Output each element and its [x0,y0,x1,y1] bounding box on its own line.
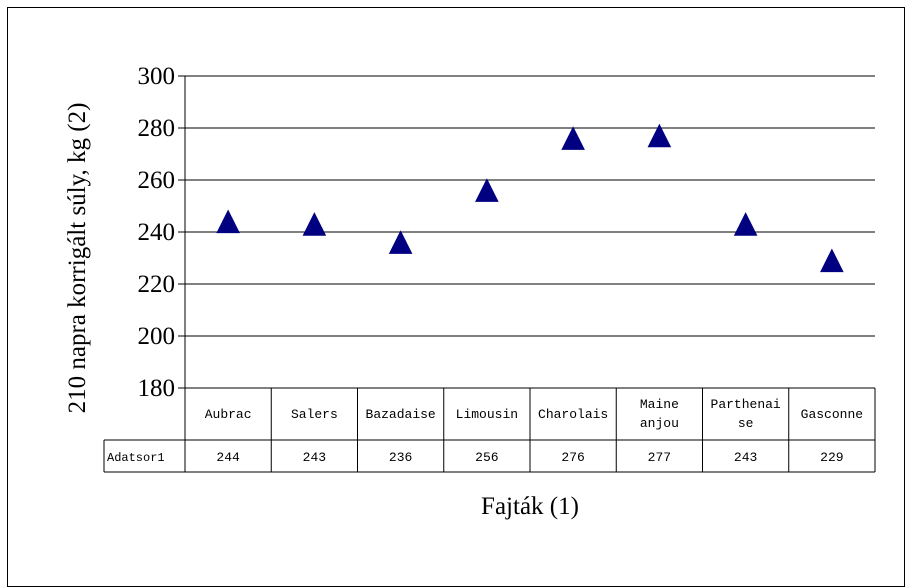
data-point-marker [733,212,758,236]
y-axis-label: 210 napra korrigált súly, kg (2) [64,103,91,414]
y-tick-label: 220 [138,271,176,298]
data-table: Aubrac Salers Bazadaise Limousin Charolais Ma… [103,388,876,473]
table-value: 243 [303,450,326,465]
table-value: 243 [734,450,757,465]
y-tick-label: 240 [138,219,176,246]
table-value: 244 [216,450,240,465]
data-point-marker [820,248,844,273]
table-value: 229 [820,450,843,465]
series-name-label: Adatsor1 [107,451,165,465]
y-tick-label: 200 [138,323,176,350]
x-axis-label: Fajták (1) [481,493,579,520]
data-point-marker [302,212,327,236]
y-tick-label: 180 [138,375,176,402]
data-point-marker [216,209,240,234]
category-label: Maine anjou [640,397,679,431]
y-tick-label: 260 [138,167,176,194]
table-value: 256 [475,450,498,465]
gridlines [178,75,875,389]
data-point-marker [561,126,585,150]
y-tick-label: 300 [138,63,176,90]
chart-frame [7,7,905,587]
category-label: Charolais [538,407,608,422]
category-label: Salers [291,407,338,422]
data-point-marker [475,178,499,202]
y-tick-label: 280 [138,115,176,142]
category-label: Limousin [456,407,518,422]
category-label: Bazadaise [366,407,436,422]
chart: 180 200 220 240 260 280 300 Aubrac Salers Bazada… [64,63,876,520]
markers [216,123,844,273]
category-label: Parthenai se [711,397,781,431]
data-point-marker [647,123,672,148]
data-point-marker [388,230,413,254]
category-label: Aubrac [205,407,252,422]
category-label: Gasconne [801,407,863,422]
y-tick-labels: 180 200 220 240 260 280 300 [138,63,176,402]
table-border [103,388,876,473]
table-value: 277 [648,450,671,465]
table-value: 276 [561,450,584,465]
table-value: 236 [389,450,412,465]
